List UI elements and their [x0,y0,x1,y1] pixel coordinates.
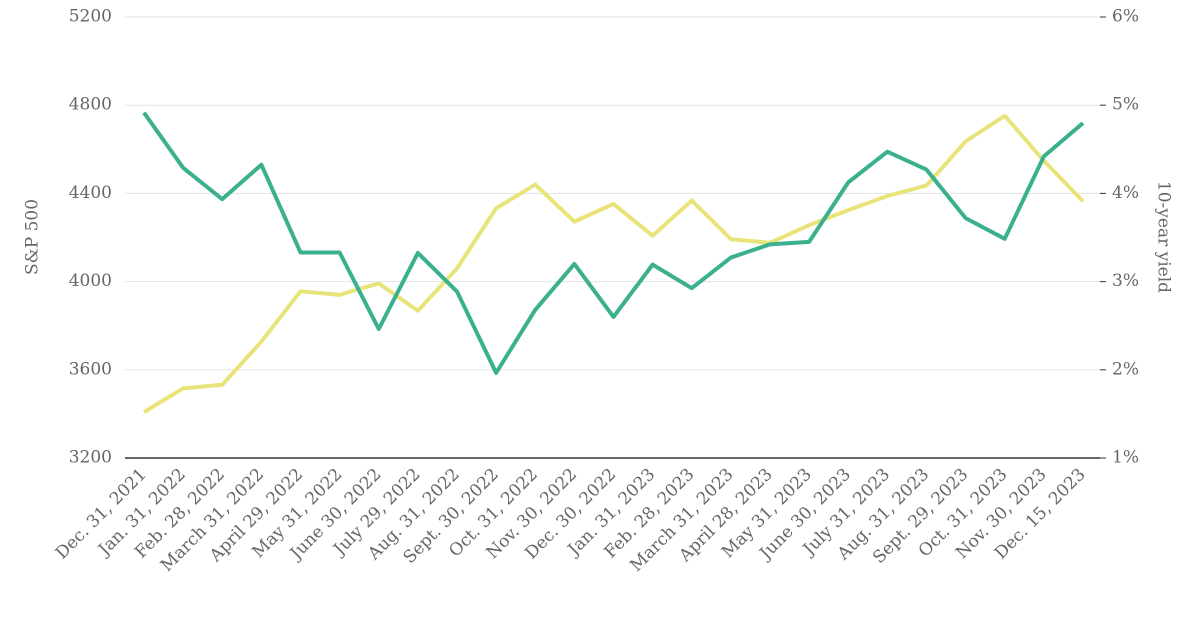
y2-axis-label: 10-year yield [1154,181,1174,293]
y-tick-label: 4800 [69,95,112,115]
y-tick-label: 4000 [69,271,112,291]
y2-tick-label: 3% [1112,271,1139,291]
y2-tick-label: 5% [1112,95,1139,115]
series-line [142,111,1085,375]
y2-tick-label: 2% [1112,359,1139,379]
y-tick-label: 3200 [69,448,112,468]
series-line [142,113,1085,414]
y2-tick-label: 1% [1112,448,1139,468]
y-tick-label: 3600 [69,359,112,379]
y-tick-label: 5200 [69,7,112,27]
y-axis-label: S&P 500 [23,199,43,275]
y2-tick-label: 4% [1112,183,1139,203]
y-tick-label: 4400 [69,183,112,203]
y2-tick-label: 6% [1112,7,1139,27]
